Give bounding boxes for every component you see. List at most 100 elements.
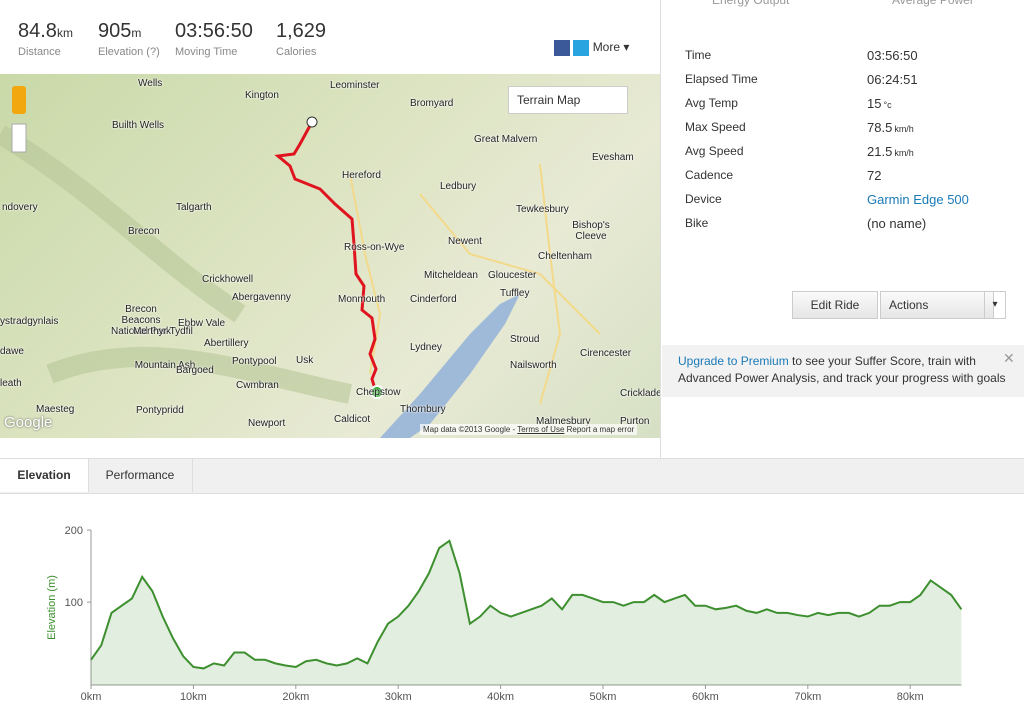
chart-tab[interactable]: Elevation: [0, 459, 89, 492]
actions-caret[interactable]: ▾: [984, 291, 1006, 319]
map-label: Newport: [248, 418, 286, 429]
map-label: Malmesbury: [536, 416, 591, 427]
map-label: Kington: [245, 90, 279, 101]
stat-unit: km: [56, 26, 73, 40]
hills: [0, 125, 352, 404]
detail-label: Cadence: [685, 168, 734, 182]
detail-unit: °c: [883, 100, 892, 110]
share-more[interactable]: More ▾: [554, 40, 629, 56]
zoom-control[interactable]: [11, 123, 27, 153]
detail-value[interactable]: Garmin Edge 500: [867, 192, 969, 207]
x-tick-label: 20km: [282, 691, 309, 703]
detail-unit: km/h: [894, 124, 914, 134]
detail-value: 06:24:51: [867, 72, 918, 87]
detail-value-text: 03:56:50: [867, 48, 918, 63]
detail-label: Elapsed Time: [685, 72, 758, 86]
terms-link[interactable]: Terms of Use: [517, 425, 565, 434]
top-tab[interactable]: Average Power: [892, 0, 974, 7]
y-tick-label: 100: [65, 597, 83, 609]
map-label: Maesteg: [36, 404, 75, 415]
twitter-icon[interactable]: [573, 40, 590, 56]
detail-value-text: 72: [867, 168, 882, 183]
elevation-chart: 100 200 0km 10km 20km 30km 40km 50km 60km 70km 80k…: [46, 525, 963, 703]
x-tick-label: 30km: [385, 691, 412, 703]
close[interactable]: ✕: [1003, 350, 1015, 366]
edit-ride-button[interactable]: Edit Ride: [792, 291, 878, 319]
map-label: Great Malvern: [474, 134, 538, 145]
google-logo: Google: [4, 414, 53, 431]
attribution-text: Map data ©2013 Google -: [423, 425, 516, 434]
stat-value: 1,629: [276, 20, 327, 42]
stat-value: 905: [98, 20, 132, 42]
map-label: Brecon Beacons National Park: [110, 304, 172, 337]
map-label: Cricklade: [620, 388, 660, 399]
detail-value-text: 06:24:51: [867, 72, 918, 87]
map-type-button[interactable]: Terrain Map: [508, 86, 628, 114]
detail-label: Avg Speed: [685, 144, 744, 158]
map-label: Ledbury: [440, 181, 477, 192]
stat-label: Distance: [18, 46, 61, 58]
y-tick-label: 200: [65, 525, 83, 537]
map-label: Crickhowell: [202, 274, 254, 285]
map: Leominster Kington Bromyard Wells Builth Wel…: [0, 74, 660, 438]
detail-value: 78.5 km/h: [867, 120, 914, 135]
actions-button[interactable]: Actions: [880, 291, 994, 319]
report-link[interactable]: Report a map error: [566, 425, 635, 434]
map-label: Gloucester: [488, 270, 537, 281]
map-label: Evesham: [592, 152, 634, 163]
detail-value-text: 78.5: [867, 120, 893, 135]
x-tick-label: 70km: [794, 691, 821, 703]
map-label: Ross-on-Wye: [344, 242, 405, 253]
stat: 03:56:50: [175, 20, 253, 43]
stat-label: Moving Time: [175, 46, 238, 58]
map-label: Stroud: [510, 334, 540, 345]
x-tick-label: 80km: [897, 691, 924, 703]
facebook-icon[interactable]: [554, 40, 570, 56]
map-label: Hereford: [342, 170, 381, 181]
map-label: Usk: [296, 355, 314, 366]
map-label: Pontypridd: [136, 405, 184, 416]
estuary: [380, 294, 520, 438]
x-tick-label: 40km: [487, 691, 514, 703]
x-tick-label: 50km: [590, 691, 617, 703]
top-tab[interactable]: Energy Output: [712, 0, 790, 7]
map-label: Mountain Ash: [134, 360, 196, 371]
map-drawing: [0, 86, 601, 438]
map-label: Wells: [138, 78, 163, 89]
detail-value: 72: [867, 168, 881, 183]
map-label: dawe: [0, 346, 24, 357]
more-text[interactable]: More: [592, 40, 621, 55]
map-label: Monmouth: [338, 294, 386, 305]
map-attribution: Map data ©2013 Google - Terms of Use Rep…: [420, 424, 638, 435]
pegman[interactable]: [12, 86, 26, 114]
map-label: Caldicot: [334, 414, 371, 425]
map-label: Ebbw Vale: [178, 318, 226, 329]
map-label: Cirencester: [580, 348, 632, 359]
map-label: Bromyard: [410, 98, 454, 109]
detail-value: 03:56:50: [867, 48, 918, 63]
map-label: ndovery: [2, 202, 38, 213]
map-label: leath: [0, 378, 22, 389]
map-label: Tuffley: [500, 288, 530, 299]
stat-value: 84.8: [18, 20, 57, 42]
detail-label: Avg Temp: [685, 96, 738, 110]
right-divider: [660, 0, 661, 458]
detail-value-text: 15: [867, 96, 882, 111]
detail-value-text: Garmin Edge 500: [867, 192, 969, 207]
map-label: Builth Wells: [112, 120, 165, 131]
map-label: Pontypool: [232, 356, 277, 367]
elevation-area: [91, 540, 962, 685]
map-label: Brecon: [128, 226, 160, 237]
start-marker: [370, 385, 384, 399]
upgrade-link[interactable]: Upgrade to Premium: [678, 354, 789, 368]
map-label: Talgarth: [176, 202, 212, 213]
map-label: Bargoed: [176, 365, 214, 376]
detail-value: 15 °c: [867, 96, 892, 111]
map-label: Thornbury: [400, 404, 446, 415]
tabs-bar: [0, 458, 1024, 494]
detail-label: Time: [685, 48, 712, 62]
detail-value-text: 21.5: [867, 144, 893, 159]
y-axis-label: Elevation (m): [46, 575, 58, 640]
chart-tab[interactable]: Performance: [88, 459, 193, 492]
map-label: Cinderford: [410, 294, 457, 305]
